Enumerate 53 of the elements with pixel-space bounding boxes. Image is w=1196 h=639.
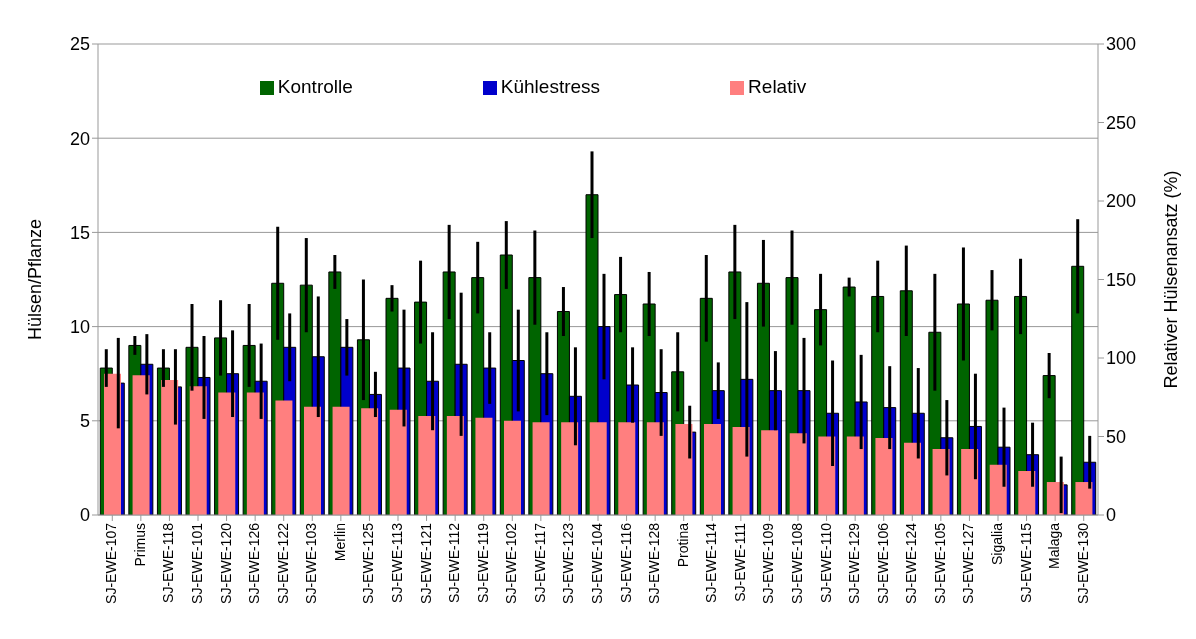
x-tick-label: SJ-EWE-112: [446, 522, 463, 603]
x-tick-label: SJ-EWE-123: [560, 522, 577, 604]
x-tick-label: SJ-EWE-106: [874, 522, 891, 604]
x-tick-label: SJ-EWE-103: [303, 522, 320, 604]
legend-label: Kühlestress: [500, 76, 601, 97]
y2-tick-label: 150: [1106, 269, 1137, 290]
x-tick-label: SJ-EWE-114: [703, 522, 720, 603]
x-tick-label: SJ-EWE-115: [1017, 522, 1034, 603]
y-tick-label: 15: [69, 222, 90, 243]
x-tick-label: SJ-EWE-118: [160, 522, 177, 603]
x-tick-label: SJ-EWE-102: [503, 522, 520, 604]
y2-axis-title: Relativer Hülsenansatz (%): [1161, 170, 1182, 389]
x-tick-label: SJ-EWE-124: [903, 522, 920, 604]
x-tick-label: Sigalia: [988, 522, 1005, 566]
y2-tick-label: 250: [1106, 112, 1137, 133]
x-tick-label: Primus: [131, 523, 148, 567]
x-tick-label: SJ-EWE-126: [246, 522, 263, 604]
x-tick-label: SJ-EWE-107: [103, 522, 120, 604]
x-tick-label: SJ-EWE-128: [646, 522, 663, 604]
x-tick-label: SJ-EWE-117: [531, 522, 548, 603]
x-tick-label: Malaga: [1046, 522, 1063, 569]
y2-tick-label: 200: [1106, 191, 1137, 212]
y-axis-title: Hülsen/Pflanze: [25, 218, 46, 341]
y2-tick-label: 100: [1106, 348, 1137, 369]
x-tick-label: Protina: [674, 522, 691, 568]
x-tick-label: SJ-EWE-104: [588, 522, 605, 604]
y-tick-label: 25: [69, 34, 90, 55]
x-tick-label: SJ-EWE-108: [788, 522, 805, 604]
x-tick-label: SJ-EWE-121: [417, 522, 434, 604]
x-tick-label: SJ-EWE-125: [360, 522, 377, 604]
x-tick-label: SJ-EWE-127: [960, 522, 977, 604]
x-tick-label: SJ-EWE-111: [731, 522, 748, 602]
y-tick-label: 0: [79, 505, 90, 526]
x-tick-label: SJ-EWE-130: [1074, 522, 1091, 604]
legend-label: Kontrolle: [277, 76, 353, 97]
x-tick-label: SJ-EWE-109: [760, 522, 777, 604]
y-tick-label: 5: [79, 411, 90, 432]
y-tick-label: 20: [69, 128, 90, 149]
x-tick-label: SJ-EWE-110: [817, 522, 834, 603]
x-tick-label: SJ-EWE-101: [188, 522, 205, 604]
x-tick-label: SJ-EWE-129: [846, 522, 863, 604]
x-tick-label: SJ-EWE-105: [931, 522, 948, 604]
x-tick-label: Merlin: [331, 523, 348, 562]
y2-tick-label: 300: [1106, 34, 1137, 55]
y2-tick-label: 0: [1106, 505, 1117, 526]
x-tick-label: SJ-EWE-113: [388, 522, 405, 603]
y2-tick-label: 50: [1106, 426, 1127, 447]
legend-label: Relativ: [748, 76, 807, 97]
y-tick-label: 10: [69, 316, 90, 337]
x-tick-label: SJ-EWE-120: [217, 522, 234, 604]
x-tick-label: SJ-EWE-119: [474, 522, 491, 603]
x-tick-label: SJ-EWE-116: [617, 522, 634, 603]
x-tick-label: SJ-EWE-122: [274, 522, 291, 604]
